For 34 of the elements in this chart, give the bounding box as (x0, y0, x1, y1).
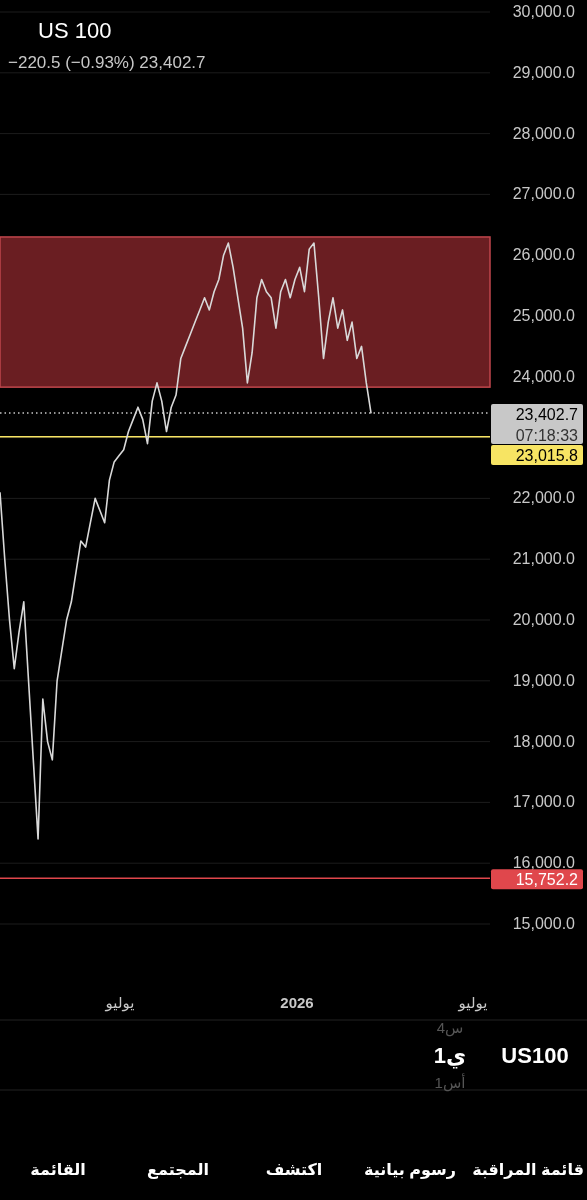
text: المجتمع (147, 1161, 209, 1179)
text: 1ي (433, 1043, 467, 1069)
text: القائمة (30, 1161, 86, 1178)
y-tick-label: 30,000.0 (512, 3, 576, 20)
y-tick-label: 26,000.0 (512, 246, 576, 264)
y-tick-label: 17,000.0 (512, 793, 576, 811)
y-tick-label: 22,000.0 (512, 489, 576, 507)
text: يوليو (104, 994, 135, 1012)
text: رسوم بيانية (364, 1161, 456, 1179)
y-tick-label: 18,000.0 (512, 732, 576, 750)
y-tick-label: 21,000.0 (512, 550, 576, 568)
ref-line-label: 15,752.2 (515, 871, 579, 889)
y-tick-label: 28,000.0 (512, 124, 576, 142)
text: قائمة المراقبة (472, 1161, 584, 1179)
ref-line-label: 23,015.8 (515, 447, 579, 465)
y-tick-label: 19,000.0 (512, 671, 576, 689)
y-tick-label: 27,000.0 (512, 185, 576, 203)
y-tick-label: 25,000.0 (512, 307, 576, 324)
text: 2026 (280, 994, 314, 1011)
text: 1أس (434, 1073, 466, 1092)
y-tick-label: 29,000.0 (512, 63, 576, 81)
chart-title: US 100 (38, 18, 112, 43)
text: −220.5 (−0.93%) 23,402.7 (8, 53, 206, 72)
line-series (0, 242, 372, 840)
y-tick-label: 15,000.0 (512, 915, 576, 932)
y-tick-label: 16,000.0 (512, 854, 576, 872)
y-tick-label: 20,000.0 (512, 611, 576, 628)
text: اكتشف (265, 1161, 323, 1178)
text: 4س (436, 1019, 464, 1037)
text: يوليو (457, 994, 488, 1012)
text: US100 (501, 1043, 569, 1068)
text: 07:18:33 (515, 427, 579, 445)
y-tick-label: 24,000.0 (512, 367, 576, 385)
ref-line-label: 23,402.7 (515, 406, 579, 424)
